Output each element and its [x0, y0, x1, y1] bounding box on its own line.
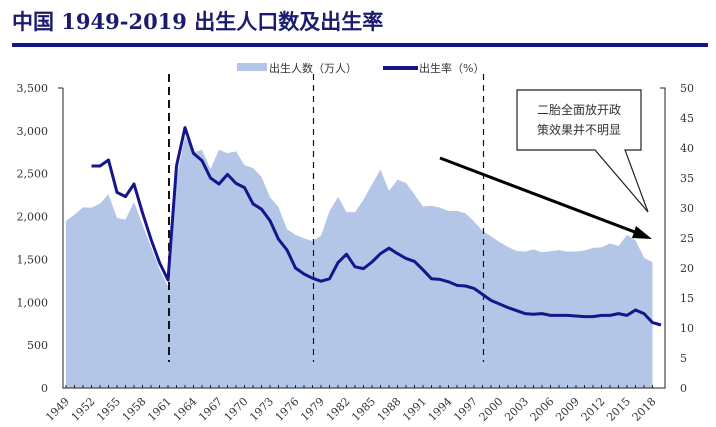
left-tick-label: 500 — [27, 339, 48, 352]
right-tick-label: 15 — [680, 292, 694, 305]
left-tick-label: 3,000 — [17, 125, 49, 138]
x-tick-label: 1970 — [222, 395, 251, 424]
annotation-line1: 二胎全面放开政 — [537, 102, 621, 117]
x-tick-label: 1991 — [400, 395, 429, 424]
right-tick-label: 30 — [680, 202, 694, 215]
x-tick-label: 1988 — [375, 395, 404, 424]
x-tick-label: 1952 — [69, 395, 98, 424]
x-tick-label: 1982 — [324, 395, 353, 424]
page-title: 中国 1949-2019 出生人口数及出生率 — [12, 9, 384, 34]
right-tick-label: 0 — [680, 382, 687, 395]
right-tick-label: 25 — [680, 232, 694, 245]
legend: 出生人数（万人） 出生率（%） — [237, 61, 484, 75]
x-tick-label: 1958 — [120, 395, 149, 424]
x-tick-label: 2012 — [579, 395, 608, 424]
legend-area-swatch — [237, 63, 267, 71]
left-tick-label: 2,000 — [17, 211, 49, 224]
right-tick-label: 5 — [680, 352, 687, 365]
x-tick-label: 1994 — [426, 395, 455, 424]
x-tick-label: 1973 — [247, 395, 276, 424]
x-tick-label: 1976 — [273, 395, 302, 424]
left-tick-label: 1,000 — [17, 296, 49, 309]
legend-rate: 出生率（%） — [419, 61, 484, 75]
right-tick-label: 10 — [680, 322, 694, 335]
x-tick-label: 1979 — [298, 395, 327, 424]
x-tick-label: 2015 — [604, 395, 633, 424]
right-tick-label: 20 — [680, 262, 694, 275]
title-rule — [12, 43, 708, 47]
x-tick-label: 2003 — [502, 395, 531, 424]
left-tick-label: 2,500 — [17, 168, 49, 181]
left-tick-label: 0 — [41, 382, 48, 395]
x-tick-label: 1961 — [145, 395, 174, 424]
x-tick-label: 1949 — [43, 395, 72, 424]
left-tick-label: 1,500 — [17, 253, 49, 266]
right-tick-label: 50 — [680, 82, 694, 95]
x-tick-label: 2000 — [477, 395, 506, 424]
x-tick-label: 2006 — [528, 395, 557, 424]
legend-births: 出生人数（万人） — [269, 61, 357, 75]
x-tick-label: 1997 — [451, 395, 480, 424]
left-tick-label: 3,500 — [17, 82, 49, 95]
axes — [58, 87, 666, 389]
x-tick-label: 2018 — [630, 395, 659, 424]
birth-rate-line — [91, 126, 662, 327]
x-tick-label: 2009 — [553, 395, 582, 424]
trend-arrow — [439, 156, 641, 236]
right-tick-label: 40 — [680, 142, 694, 155]
annotation: 二胎全面放开政 策效果并不明显 — [516, 89, 649, 213]
arrow-head-icon — [632, 226, 652, 239]
right-tick-label: 35 — [680, 172, 694, 185]
annotation-callout — [516, 89, 649, 213]
annotation-line2: 策效果并不明显 — [537, 122, 621, 137]
x-tick-label: 1964 — [171, 395, 200, 424]
x-tick-label: 1985 — [349, 395, 378, 424]
right-tick-label: 45 — [680, 112, 694, 125]
births-area — [66, 136, 653, 388]
x-tick-label: 1967 — [196, 395, 225, 424]
x-tick-label: 1955 — [94, 395, 123, 424]
